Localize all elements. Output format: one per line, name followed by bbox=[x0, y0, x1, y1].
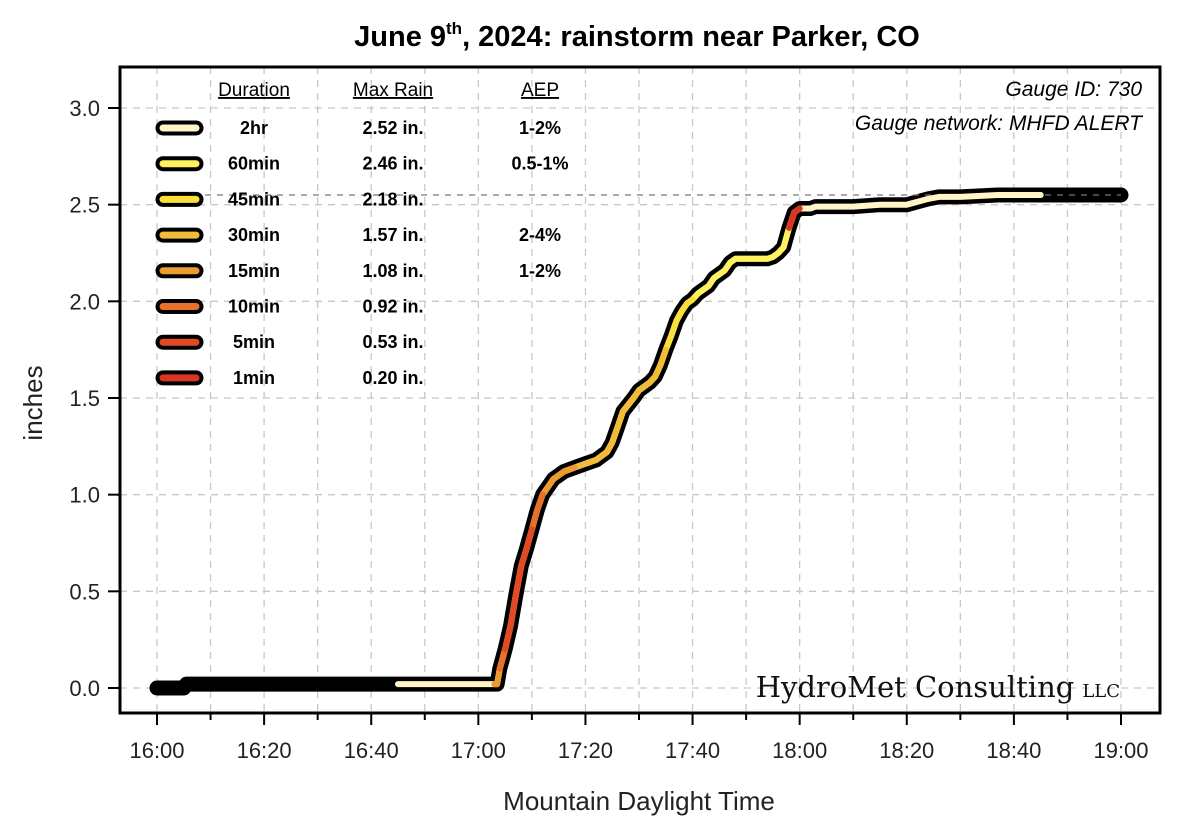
x-axis-title: Mountain Daylight Time bbox=[503, 786, 775, 816]
x-axis: 16:00 16:20 16:40 17:00 17:20 17:40 18:00 18:20… bbox=[129, 713, 1149, 763]
x-tick-label: 16:00 bbox=[129, 738, 184, 763]
legend-row: 45min 2.18 in. bbox=[155, 189, 424, 209]
legend-aep: 0.5-1% bbox=[511, 154, 568, 174]
y-tick-label: 1.5 bbox=[69, 386, 100, 411]
legend-max-rain: 1.08 in. bbox=[362, 261, 423, 281]
legend-row: 60min 2.46 in. 0.5-1% bbox=[155, 154, 569, 174]
y-axis-title: inches bbox=[18, 365, 48, 440]
legend-max-rain: 2.18 in. bbox=[362, 189, 423, 209]
chart-title-rest: , 2024: rainstorm near Parker, CO bbox=[462, 21, 920, 53]
x-tick-label: 17:20 bbox=[558, 738, 613, 763]
legend-row: 10min 0.92 in. bbox=[155, 297, 424, 317]
gauge-id: Gauge ID: 730 bbox=[1005, 78, 1142, 101]
y-tick-label: 0.0 bbox=[69, 676, 100, 701]
legend-header-aep: AEP bbox=[521, 80, 559, 101]
legend-aep: 1-2% bbox=[519, 118, 561, 138]
max-window-1min bbox=[786, 205, 803, 231]
watermark-suffix: LLC bbox=[1082, 681, 1120, 702]
legend-duration: 5min bbox=[233, 332, 275, 352]
chart-title: June 9th, 2024: rainstorm near Parker, C… bbox=[354, 19, 920, 53]
legend-max-rain: 1.57 in. bbox=[362, 225, 423, 245]
legend-duration: 2hr bbox=[240, 118, 268, 138]
legend-max-rain: 2.52 in. bbox=[362, 118, 423, 138]
x-tick-label: 19:00 bbox=[1093, 738, 1148, 763]
legend-duration: 10min bbox=[228, 297, 280, 317]
legend-aep: 2-4% bbox=[519, 225, 561, 245]
legend-aep: 1-2% bbox=[519, 261, 561, 281]
legend-row: 2hr 2.52 in. 1-2% bbox=[155, 118, 561, 138]
y-tick-label: 2.5 bbox=[69, 193, 100, 218]
legend-duration: 1min bbox=[233, 368, 275, 388]
legend-row: 30min 1.57 in. 2-4% bbox=[155, 225, 561, 245]
legend-header-duration: Duration bbox=[218, 80, 290, 101]
y-tick-label: 1.0 bbox=[69, 483, 100, 508]
gauge-network: Gauge network: MHFD ALERT bbox=[855, 112, 1144, 135]
legend-max-rain: 0.53 in. bbox=[362, 332, 423, 352]
x-tick-label: 17:00 bbox=[451, 738, 506, 763]
x-tick-label: 16:40 bbox=[344, 738, 399, 763]
legend-duration: 15min bbox=[228, 261, 280, 281]
watermark-name: HydroMet Consulting bbox=[756, 670, 1075, 704]
legend-duration: 45min bbox=[228, 189, 280, 209]
legend-duration: 60min bbox=[228, 154, 280, 174]
y-axis: 0.0 0.5 1.0 1.5 2.0 2.5 3.0 bbox=[69, 96, 120, 701]
x-tick-label: 17:40 bbox=[665, 738, 720, 763]
legend-duration: 30min bbox=[228, 225, 280, 245]
y-tick-label: 0.5 bbox=[69, 579, 100, 604]
x-tick-label: 18:40 bbox=[986, 738, 1041, 763]
legend-rows: 2hr 2.52 in. 1-2% 60min 2.46 in. 0.5-1% 45min 2… bbox=[155, 118, 569, 388]
data-layer bbox=[149, 187, 1129, 696]
watermark: HydroMet Consulting LLC bbox=[756, 670, 1120, 704]
legend-row: 1min 0.20 in. bbox=[155, 368, 424, 388]
x-tick-label: 18:00 bbox=[772, 738, 827, 763]
legend-row: 15min 1.08 in. 1-2% bbox=[155, 261, 561, 281]
legend-max-rain: 2.46 in. bbox=[362, 154, 423, 174]
chart-title-superscript: th bbox=[446, 19, 462, 38]
max-window-5min bbox=[502, 526, 535, 653]
x-tick-label: 18:20 bbox=[879, 738, 934, 763]
y-tick-label: 3.0 bbox=[69, 96, 100, 121]
legend-row: 5min 0.53 in. bbox=[155, 332, 424, 352]
legend-max-rain: 0.92 in. bbox=[362, 297, 423, 317]
legend-max-rain: 0.20 in. bbox=[362, 368, 423, 388]
chart-title-main: June 9 bbox=[354, 21, 446, 53]
x-tick-label: 16:20 bbox=[237, 738, 292, 763]
legend-header-max-rain: Max Rain bbox=[353, 80, 433, 101]
legend: Duration Max Rain AEP 2hr 2.52 in. 1-2% 60m… bbox=[155, 80, 569, 388]
y-tick-label: 2.0 bbox=[69, 289, 100, 314]
